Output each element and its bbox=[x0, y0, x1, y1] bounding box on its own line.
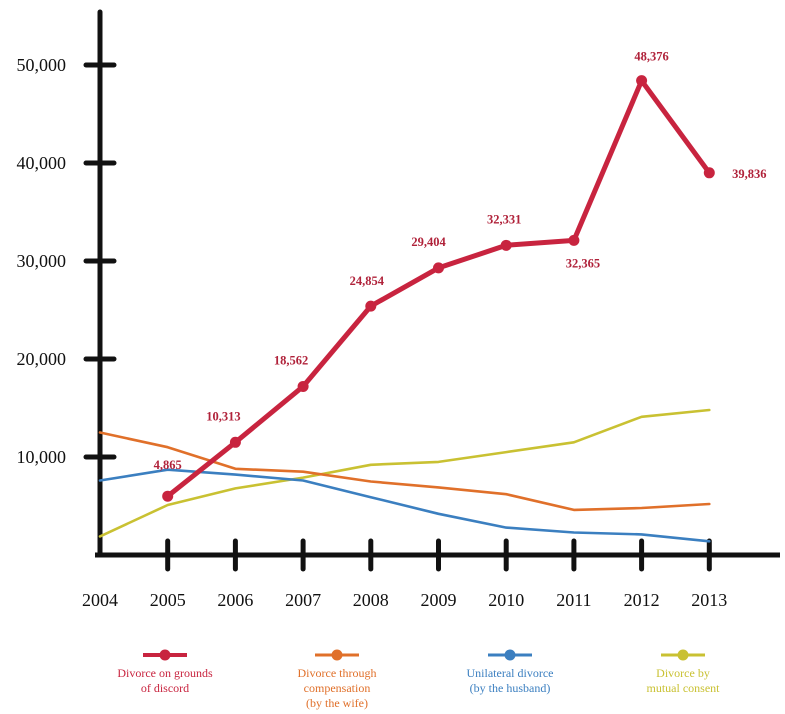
legend-swatch-marker bbox=[331, 649, 343, 661]
legend-label: Divorce by bbox=[656, 666, 710, 680]
data-label: 32,331 bbox=[487, 212, 521, 226]
data-point bbox=[703, 167, 715, 179]
y-tick-label: 20,000 bbox=[17, 349, 67, 369]
x-tick-label: 2013 bbox=[691, 590, 727, 610]
y-tick-label: 30,000 bbox=[17, 251, 67, 271]
series-layer bbox=[98, 75, 715, 543]
data-point bbox=[297, 380, 309, 392]
data-label: 29,404 bbox=[411, 235, 446, 249]
x-tick-label: 2012 bbox=[624, 590, 660, 610]
data-point bbox=[568, 234, 580, 246]
data-label: 10,313 bbox=[206, 409, 240, 423]
axes: 10,000 20,000 30,000 40,000 50,000 2004 2005 20… bbox=[17, 9, 780, 610]
series-line bbox=[98, 431, 711, 512]
legend-label: Divorce on grounds bbox=[117, 666, 213, 680]
x-tick-label: 2004 bbox=[82, 590, 118, 610]
legend-swatch-marker bbox=[159, 649, 171, 661]
data-point bbox=[229, 436, 241, 448]
y-tick-label: 50,000 bbox=[17, 55, 67, 75]
x-tick-label: 2008 bbox=[353, 590, 389, 610]
x-tick-label: 2005 bbox=[150, 590, 186, 610]
x-tick-label: 2007 bbox=[285, 590, 321, 610]
x-tick-label: 2011 bbox=[556, 590, 591, 610]
data-label: 4,865 bbox=[154, 458, 182, 472]
data-label: 39,836 bbox=[732, 167, 766, 181]
data-label: 18,562 bbox=[274, 353, 308, 367]
legend-label: of discord bbox=[141, 681, 189, 695]
legend-swatch-marker bbox=[677, 649, 689, 661]
data-point bbox=[365, 300, 377, 312]
legend-label: compensation bbox=[304, 681, 371, 695]
y-tick-label: 10,000 bbox=[17, 447, 67, 467]
legend-label: Unilateral divorce bbox=[467, 666, 554, 680]
data-label: 24,854 bbox=[350, 274, 385, 288]
data-point bbox=[433, 262, 444, 274]
data-point bbox=[500, 239, 512, 251]
legend-label: (by the wife) bbox=[306, 696, 368, 710]
x-tick-label: 2010 bbox=[488, 590, 524, 610]
data-point bbox=[162, 490, 174, 502]
legend-swatch-marker bbox=[504, 649, 516, 661]
y-tick-label: 40,000 bbox=[17, 153, 67, 173]
series-line bbox=[98, 408, 711, 538]
legend-label: (by the husband) bbox=[470, 681, 551, 695]
data-point bbox=[636, 75, 648, 87]
data-label: 32,365 bbox=[566, 256, 600, 270]
x-tick-label: 2006 bbox=[217, 590, 253, 610]
x-tick-label: 2009 bbox=[421, 590, 457, 610]
data-label: 48,376 bbox=[634, 50, 668, 64]
legend-label: Divorce through bbox=[298, 666, 377, 680]
series-line bbox=[165, 78, 712, 499]
legend-label: mutual consent bbox=[647, 681, 721, 695]
data-labels: 4,865 10,313 18,562 24,854 29,404 32,331 32,36… bbox=[154, 50, 767, 473]
